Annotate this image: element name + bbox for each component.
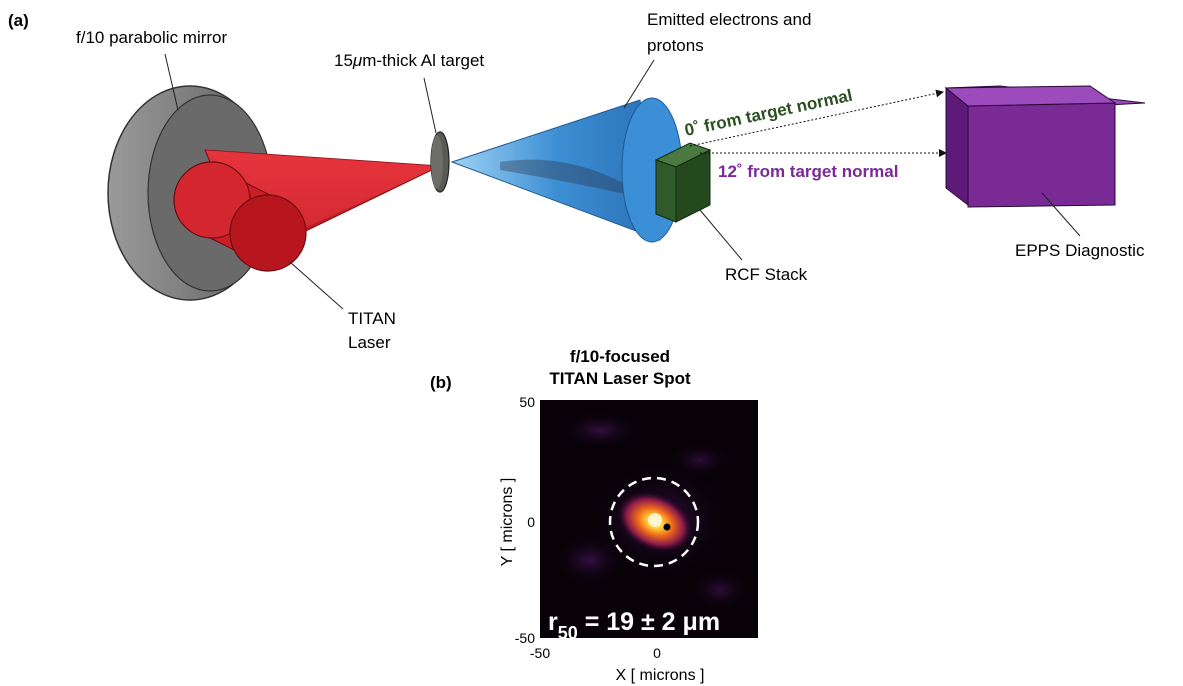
panel-a-label: (a) [8, 11, 29, 30]
titan-laser-beam [173, 149, 442, 272]
al-target [430, 131, 450, 193]
x-axis-label: X [ microns ] [616, 667, 705, 684]
x-tick-mid: 0 [653, 645, 661, 661]
laser-leader [289, 261, 344, 310]
epps-diagnostic-box [944, 85, 1146, 208]
rcf-label: RCF Stack [725, 265, 808, 284]
target-leader [423, 77, 437, 134]
r50-annotation: r50 = 19 ± 2 μm [548, 608, 720, 643]
panel-b-label: (b) [430, 373, 452, 392]
twelve-deg-label: 12˚ from target normal [718, 162, 898, 181]
zero-deg-label: 0˚ from target normal [683, 86, 854, 140]
y-tick-mid: 0 [527, 514, 535, 530]
laser-spot-heatmap [540, 400, 758, 638]
emitted-particle-cone [450, 97, 683, 243]
y-tick-top: 50 [519, 394, 535, 410]
y-axis-label: Y [ microns ] [499, 478, 516, 567]
laser-label-line1: TITAN [348, 309, 396, 328]
spot-title-line2: TITAN Laser Spot [549, 369, 691, 388]
emitted-label-line1: Emitted electrons and [647, 10, 811, 29]
epps-leader [1041, 192, 1081, 237]
x-tick-left: -50 [530, 645, 550, 661]
epps-label: EPPS Diagnostic [1015, 241, 1145, 260]
mirror-label: f/10 parabolic mirror [76, 28, 228, 47]
cone-leader [623, 59, 655, 109]
y-tick-bottom: -50 [515, 630, 535, 646]
laser-label-line2: Laser [348, 333, 391, 352]
mirror-leader [164, 53, 179, 111]
rcf-stack [654, 142, 712, 223]
emitted-label-line2: protons [647, 36, 704, 55]
rcf-leader [699, 209, 743, 261]
target-label: 15μm-thick Al target [334, 51, 484, 70]
zero-deg-arrow [689, 89, 944, 147]
spot-title-line1: f/10-focused [570, 347, 670, 366]
